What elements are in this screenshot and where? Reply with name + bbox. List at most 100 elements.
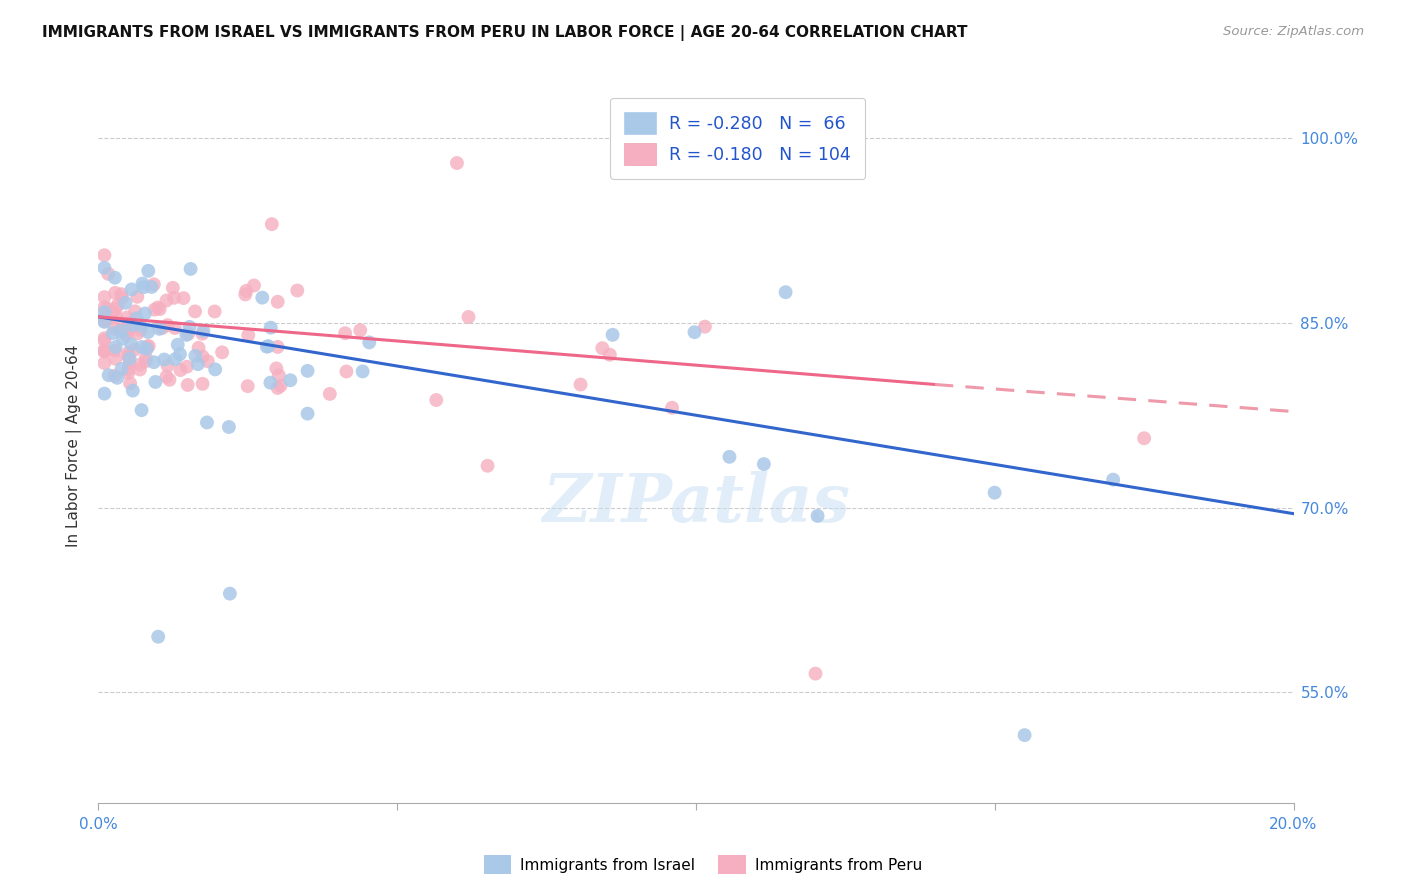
Point	[163, 291, 186, 305]
Point	[176, 327, 198, 342]
Point	[176, 359, 198, 374]
Point	[569, 377, 592, 392]
Point	[219, 587, 242, 601]
Point	[297, 364, 319, 378]
Point	[775, 285, 797, 300]
Point	[259, 376, 281, 390]
Point	[352, 364, 374, 378]
Point	[136, 340, 159, 354]
Point	[149, 302, 172, 317]
Y-axis label: In Labor Force | Age 20-64: In Labor Force | Age 20-64	[66, 345, 83, 547]
Point	[179, 320, 201, 334]
Point	[806, 508, 828, 523]
Point	[169, 347, 191, 361]
Point	[176, 378, 198, 392]
Point	[117, 366, 139, 380]
Point	[155, 293, 177, 308]
Point	[115, 310, 138, 325]
Point	[333, 326, 356, 341]
Point	[197, 354, 219, 368]
Text: ZIPatlas: ZIPatlas	[543, 471, 849, 535]
Text: IMMIGRANTS FROM ISRAEL VS IMMIGRANTS FROM PERU IN LABOR FORCE | AGE 20-64 CORREL: IMMIGRANTS FROM ISRAEL VS IMMIGRANTS FRO…	[42, 25, 967, 41]
Point	[166, 337, 188, 351]
Point	[121, 384, 143, 398]
Point	[256, 340, 278, 354]
Point	[120, 337, 142, 351]
Point	[156, 318, 179, 332]
Point	[117, 317, 139, 331]
Point	[267, 381, 290, 395]
Point	[446, 156, 468, 170]
Point	[297, 407, 319, 421]
Point	[191, 350, 214, 364]
Point	[136, 325, 159, 339]
Point	[591, 341, 613, 355]
Point	[135, 351, 157, 365]
Point	[163, 321, 186, 335]
Point	[602, 327, 624, 342]
Point	[114, 323, 136, 337]
Point	[718, 450, 741, 464]
Point	[93, 305, 115, 319]
Point	[233, 287, 256, 301]
Point	[114, 295, 136, 310]
Point	[118, 357, 141, 371]
Point	[96, 312, 118, 326]
Point	[104, 301, 127, 316]
Point	[204, 304, 226, 318]
Point	[236, 379, 259, 393]
Point	[124, 343, 146, 357]
Point	[118, 351, 141, 366]
Point	[110, 324, 132, 338]
Point	[97, 267, 120, 281]
Point	[193, 324, 215, 338]
Point	[180, 261, 202, 276]
Point	[159, 373, 181, 387]
Point	[477, 458, 499, 473]
Point	[752, 457, 775, 471]
Point	[111, 291, 134, 305]
Legend: R = -0.280   N =  66, R = -0.180   N = 104: R = -0.280 N = 66, R = -0.180 N = 104	[610, 98, 865, 179]
Point	[131, 403, 153, 417]
Point	[267, 294, 290, 309]
Point	[143, 302, 166, 317]
Point	[121, 318, 143, 332]
Point	[117, 346, 139, 360]
Point	[97, 368, 120, 383]
Point	[93, 331, 115, 345]
Point	[105, 310, 128, 324]
Point	[104, 343, 127, 358]
Point	[173, 291, 195, 305]
Point	[1014, 728, 1036, 742]
Point	[155, 369, 177, 384]
Point	[93, 314, 115, 328]
Point	[138, 339, 160, 353]
Point	[349, 323, 371, 337]
Point	[107, 298, 129, 312]
Point	[93, 386, 115, 401]
Point	[150, 321, 173, 335]
Point	[117, 350, 139, 364]
Point	[260, 320, 283, 334]
Point	[195, 416, 218, 430]
Point	[162, 281, 184, 295]
Point	[93, 343, 115, 358]
Point	[131, 340, 153, 354]
Point	[599, 348, 621, 362]
Point	[804, 666, 827, 681]
Point	[93, 343, 115, 358]
Point	[93, 301, 115, 315]
Point	[121, 282, 143, 296]
Point	[191, 376, 214, 391]
Point	[142, 277, 165, 292]
Point	[169, 363, 191, 377]
Point	[93, 248, 115, 262]
Point	[117, 349, 139, 363]
Point	[104, 340, 127, 354]
Point	[127, 326, 149, 341]
Point	[112, 321, 135, 335]
Point	[148, 322, 170, 336]
Point	[101, 326, 124, 340]
Point	[142, 355, 165, 369]
Point	[683, 325, 706, 339]
